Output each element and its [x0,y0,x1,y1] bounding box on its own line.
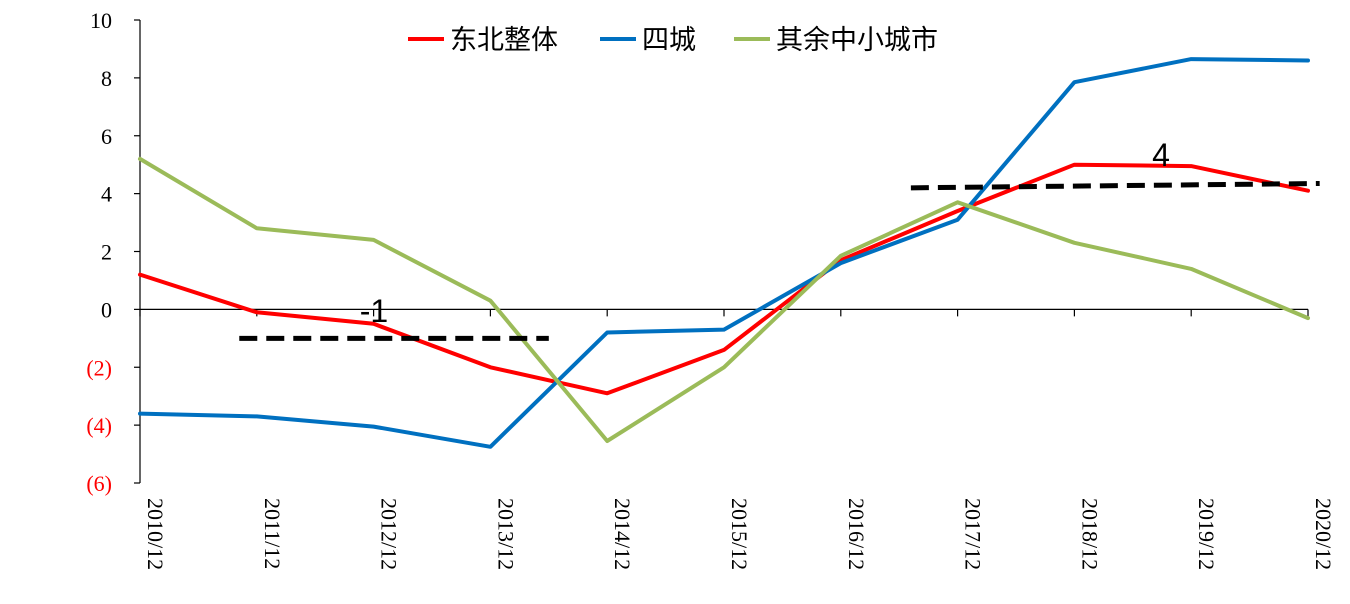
data-point [722,348,726,352]
annotation-label: 4 [1152,137,1170,173]
x-tick-label: 2010/12 [143,498,168,570]
data-point [488,445,492,449]
data-point [1189,267,1193,271]
y-tick-label: 0 [101,297,112,322]
y-tick-label: 2 [101,240,112,265]
data-point [605,391,609,395]
data-point [488,299,492,303]
annotation-label: -1 [360,293,388,329]
x-tick-label: 2017/12 [961,498,986,570]
data-point [255,414,259,418]
y-tick-label: 4 [101,182,112,207]
y-tick-label: (4) [86,413,112,438]
y-tick-label: 10 [90,8,112,33]
y-tick-label: (2) [86,355,112,380]
legend: 东北整体 四城 其余中小城市 [408,25,938,56]
data-point [1072,163,1076,167]
annotations: -1 4 [239,137,1320,341]
x-tick-label: 2018/12 [1077,498,1102,570]
x-tick-label: 2011/12 [260,498,285,569]
legend-label: 其余中小城市 [776,25,938,56]
data-point [1072,241,1076,245]
data-point [1306,189,1310,193]
data-point [722,365,726,369]
data-point [1189,164,1193,168]
data-point [138,157,142,161]
x-axis: 2010/12 2011/12 2012/12 2013/12 2014/12 2015/… [139,308,1336,570]
x-tick-label: 2014/12 [610,498,635,570]
x-tick-label: 2012/12 [377,498,402,570]
series-line-1 [138,57,1310,449]
data-point [839,254,843,258]
x-tick-label: 2016/12 [844,498,869,570]
legend-label: 东北整体 [450,25,558,56]
data-point [1189,57,1193,61]
data-point [255,310,259,314]
data-point [488,365,492,369]
series-line-2 [138,156,1310,443]
data-point [372,425,376,429]
x-tick-label: 2015/12 [727,498,752,570]
data-point [138,412,142,416]
data-point [839,261,843,265]
series-lines [138,57,1310,449]
data-point [605,439,609,443]
legend-label: 四城 [642,25,696,56]
reference-line-1 [910,180,1320,191]
data-point [722,328,726,332]
x-tick-label: 2019/12 [1194,498,1219,570]
data-point [605,331,609,335]
data-point [1072,80,1076,84]
series-line-0 [138,162,1310,396]
x-tick-label: 2013/12 [493,498,518,570]
y-tick-label: 6 [101,124,112,149]
data-point [372,238,376,242]
data-point [1306,59,1310,63]
y-axis: 10 8 6 4 2 0 (2) (4) (6) [86,8,141,496]
data-point [255,226,259,230]
data-point [138,273,142,277]
x-tick-label: 2020/12 [1311,498,1336,570]
data-point [956,209,960,213]
y-tick-label: (6) [86,471,112,496]
data-point [956,200,960,204]
y-tick-label: 8 [101,66,112,91]
data-point [956,218,960,222]
data-point [1306,316,1310,320]
